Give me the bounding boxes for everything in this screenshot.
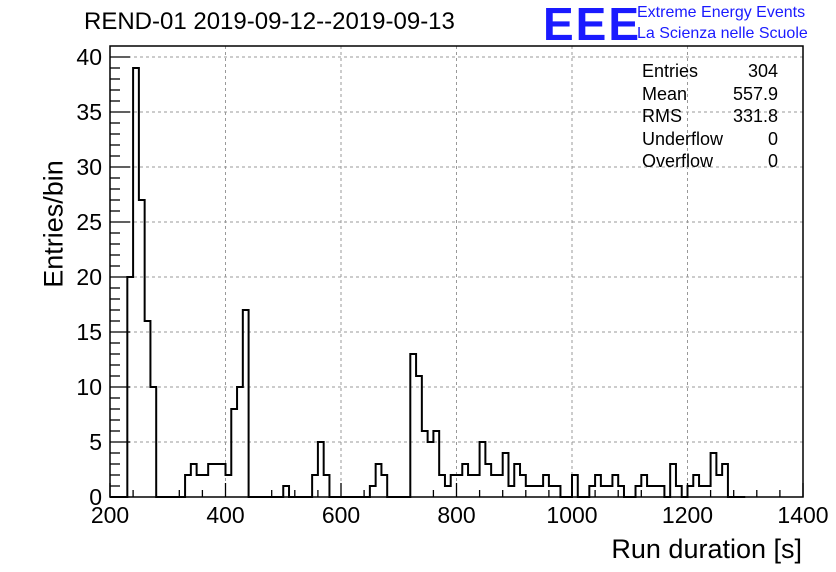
histogram-bin xyxy=(607,486,613,497)
eee-logo: EEE xyxy=(543,0,642,50)
histogram-bin xyxy=(428,442,434,497)
histogram-bin xyxy=(549,486,555,497)
y-tick-label: 10 xyxy=(76,374,102,400)
y-tick-label: 15 xyxy=(76,319,102,345)
histogram-bin xyxy=(716,475,722,497)
histogram-bin xyxy=(705,486,711,497)
x-tick-label: 600 xyxy=(322,502,360,528)
y-tick-label: 5 xyxy=(89,429,102,455)
stat-underflow: Underflow 0 xyxy=(642,128,778,149)
x-tick-label: 400 xyxy=(206,502,244,528)
grid-lines xyxy=(109,46,804,498)
stat-overflow: Overflow 0 xyxy=(642,151,778,171)
x-axis-label: Run duration [s] xyxy=(611,534,802,564)
histogram-bin xyxy=(457,475,463,497)
axis-ticks xyxy=(109,56,804,498)
x-tick-label: 200 xyxy=(91,502,129,528)
x-tick-label: 1400 xyxy=(777,502,828,528)
x-tick-label: 800 xyxy=(437,502,475,528)
histogram-bin xyxy=(197,475,203,497)
stat-entries: Entries 304 xyxy=(642,61,778,81)
histogram-bin xyxy=(508,486,514,497)
x-tick-label: 1200 xyxy=(662,502,713,528)
histogram-bin xyxy=(214,464,220,497)
histogram-outline xyxy=(110,67,746,498)
y-tick-label: 20 xyxy=(76,264,102,290)
x-tick-label: 1000 xyxy=(546,502,597,528)
histogram-bin xyxy=(537,486,543,497)
histogram-bin xyxy=(497,475,503,497)
histogram-bin xyxy=(647,486,653,497)
histogram-bin xyxy=(532,486,538,497)
histogram-bin xyxy=(653,486,659,497)
histogram-bin xyxy=(202,475,208,497)
histogram-bars xyxy=(110,67,746,498)
histogram-bin xyxy=(601,486,607,497)
histogram-bin xyxy=(468,475,474,497)
histogram-bin xyxy=(526,486,532,497)
y-tick-label: 25 xyxy=(76,209,102,235)
stat-rms: RMS 331.8 xyxy=(642,106,778,126)
y-tick-label: 30 xyxy=(76,154,102,180)
y-tick-label: 0 xyxy=(89,484,102,510)
stat-mean: Mean 557.9 xyxy=(642,83,778,104)
y-tick-label: 35 xyxy=(76,99,102,125)
histogram-bin xyxy=(699,486,705,497)
histogram-bin xyxy=(474,475,480,497)
axis-tick-labels: 200 400 600 800 1000 1200 1400 0 5 10 15 20 25 30 35 40 xyxy=(76,44,828,528)
chart-title: REND-01 2019-09-12--2019-09-13 xyxy=(84,8,455,35)
y-tick-label: 40 xyxy=(76,44,102,70)
histogram-bin xyxy=(491,475,497,497)
y-axis-label: Entries/bin xyxy=(38,160,69,288)
histogram-bin xyxy=(226,475,232,497)
logo-line-2: La Scienza nelle Scuole xyxy=(637,25,808,42)
stats-box: Entries 304 Mean 557.9 RMS 331.8 Underflow 0… xyxy=(642,60,778,173)
logo-line-1: Extreme Energy Events xyxy=(637,4,806,21)
histogram-bin xyxy=(445,486,451,497)
